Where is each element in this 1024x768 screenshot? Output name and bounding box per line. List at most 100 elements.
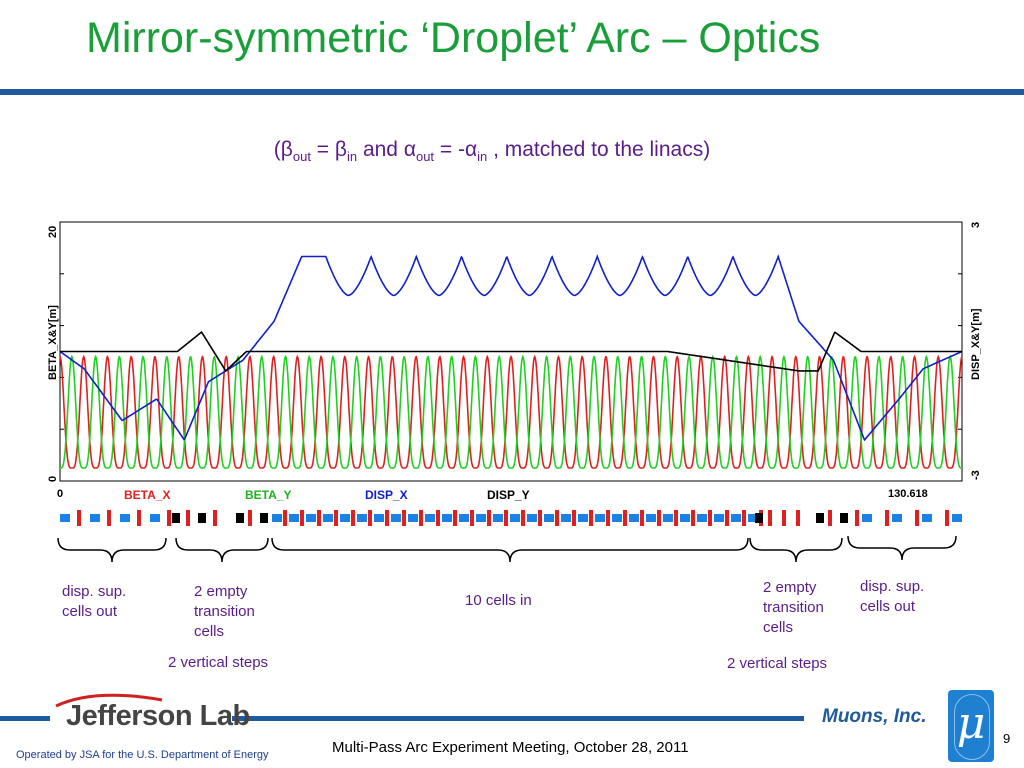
quadrupole-element [640,510,644,526]
subtitle-beta-symbol: β [280,138,293,161]
quadrupole-element [828,510,832,526]
quadrupole-element [186,510,190,526]
brace-right-supp [847,535,957,561]
vertical-step-element [755,513,763,523]
dipole-element [391,514,401,522]
dipole-element [578,514,588,522]
dipole-element [952,514,962,522]
quadrupole-element [782,510,786,526]
subtitle-tail: , matched to the linacs) [487,138,711,161]
dipole-element [629,514,639,522]
quadrupole-element [855,510,859,526]
quadrupole-element [521,510,525,526]
quadrupole-element [453,510,457,526]
vertical-step-element [172,513,180,523]
meeting-caption: Multi-Pass Arc Experiment Meeting, Octob… [332,739,689,756]
subtitle-alpha-symbol: α [464,138,478,161]
mu-symbol: μ [956,698,986,749]
quadrupole-element [317,510,321,526]
dipole-element [892,514,902,522]
mu-logo-icon: μ [948,690,994,762]
dipole-element [697,514,707,522]
annotation-left-transition-cells: 2 empty transition cells [194,583,255,640]
quadrupole-element [283,510,287,526]
legend-beta-y: BETA_Y [245,488,292,502]
dipole-element [663,514,673,522]
subtitle-equals-minus: = - [434,138,465,161]
brace-right-transition [749,537,843,563]
quadrupole-element [436,510,440,526]
quadrupole-element [885,510,889,526]
footer-rule-right [232,716,804,721]
vertical-step-element [260,513,268,523]
subtitle-beta-symbol: β [334,138,347,161]
x-axis-end-label: 130.618 [888,488,928,500]
dipole-element [272,514,282,522]
quadrupole-element [768,510,772,526]
dipole-element [90,514,100,522]
dipole-element [748,514,758,522]
dipole-element [862,514,872,522]
quadrupole-element [538,510,542,526]
quadrupole-element [555,510,559,526]
title-divider [0,89,1024,95]
dipole-element [374,514,384,522]
subtitle-in-subscript: in [346,149,358,165]
quadrupole-element [708,510,712,526]
quadrupole-element [589,510,593,526]
optics-chart [59,221,963,482]
dipole-element [544,514,554,522]
dipole-element [442,514,452,522]
dipole-element [731,514,741,522]
quadrupole-element [945,510,949,526]
slide-title: Mirror-symmetric ‘Droplet’ Arc – Optics [86,14,821,62]
page-number: 9 [1003,731,1011,746]
vertical-step-element [236,513,244,523]
dipole-element [306,514,316,522]
quadrupole-element [623,510,627,526]
quadrupole-element [77,510,81,526]
dipole-element [476,514,486,522]
quadrupole-element [351,510,355,526]
quadrupole-element [606,510,610,526]
annotation-right-vertical-steps: 2 vertical steps [727,655,828,672]
dipole-element [561,514,571,522]
subtitle-in-subscript: in [477,149,488,165]
annotation-right-supp-cells: disp. sup. cells out [860,578,925,615]
subtitle-out-subscript: out [292,149,311,165]
quadrupole-element [742,510,746,526]
subtitle-and: and [357,138,404,161]
quadrupole-element [385,510,389,526]
disp-y-curve [60,330,962,373]
quadrupole-element [213,510,217,526]
slide-subtitle: (βout = βin and αout = -αin , matched to… [0,138,984,164]
annotation-right-transition-cells: 2 empty transition cells [763,579,824,636]
dipole-element [493,514,503,522]
legend-disp-y: DISP_Y [487,488,530,502]
quadrupole-element [504,510,508,526]
vertical-step-element [198,513,206,523]
subtitle-alpha-symbol: α [403,138,416,161]
x-axis-start-label: 0 [57,488,64,500]
beta-x-curve [59,354,963,469]
quadrupole-element [657,510,661,526]
vertical-step-element [816,513,824,523]
quadrupole-element [725,510,729,526]
subtitle-equals: = [310,138,335,161]
dipole-element [408,514,418,522]
legend-disp-x: DISP_X [365,488,408,502]
operated-by-text: Operated by JSA for the U.S. Department … [16,749,269,761]
quadrupole-element [470,510,474,526]
annotation-left-supp-cells: disp. sup. cells out [62,583,127,620]
brace-left-supp [57,537,167,563]
quadrupole-element [137,510,141,526]
quadrupole-element [248,510,252,526]
lattice-and-braces [57,510,962,563]
muons-inc-logo: Muons, Inc. [822,706,927,727]
dipole-element [459,514,469,522]
annotation-left-vertical-steps: 2 vertical steps [168,654,269,671]
quadrupole-element [334,510,338,526]
brace-left-transition [175,537,269,563]
dipole-element [323,514,333,522]
subtitle-out-subscript: out [415,149,435,165]
